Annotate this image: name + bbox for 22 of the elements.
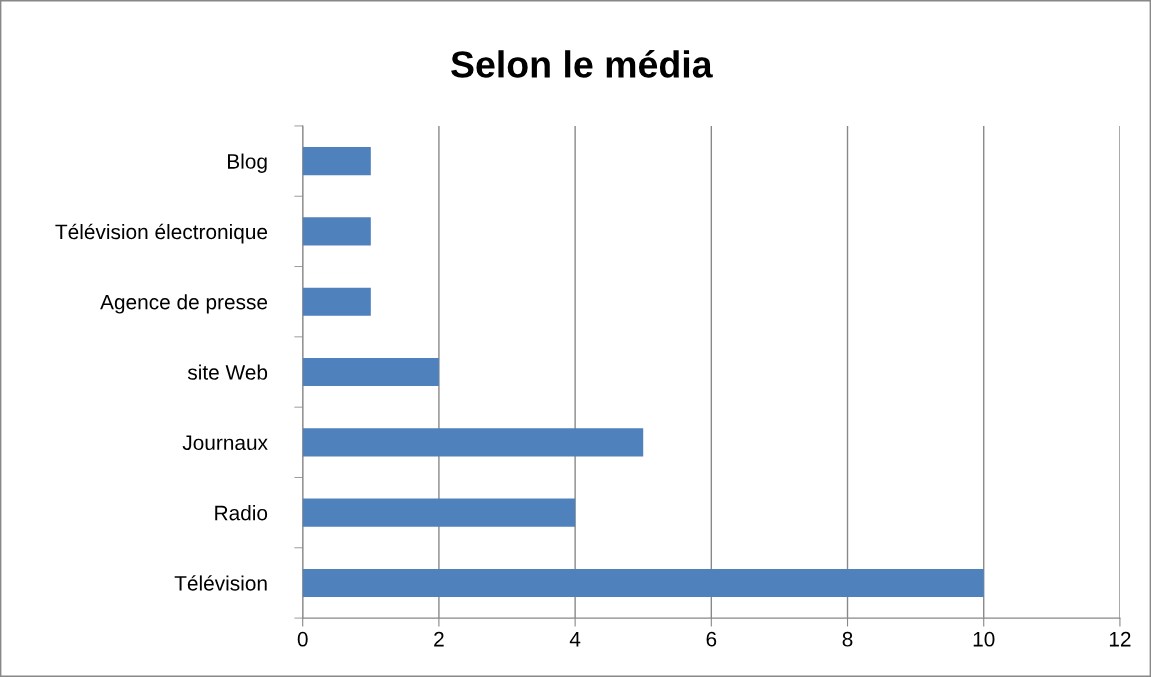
chart-title: Selon le média (451, 49, 713, 78)
bar (302, 568, 984, 598)
y-tick-label: Télévision électronique (55, 223, 268, 244)
y-tick-label: Journaux (182, 435, 268, 451)
x-tick-label: 12 (1109, 631, 1131, 647)
bar (302, 428, 644, 457)
y-tick-label: Télévision (174, 575, 267, 591)
y-tick-label: site Web (187, 364, 268, 380)
x-tick-label: 6 (706, 631, 717, 647)
x-tick-label: 8 (842, 631, 853, 647)
y-tick-label: Radio (215, 505, 268, 521)
bar (302, 217, 371, 246)
y-tick-label: Agence de presse (100, 294, 268, 314)
x-tick-label: 0 (297, 631, 308, 647)
x-tick-label: 4 (569, 632, 581, 647)
bar (302, 287, 371, 316)
y-tick-label: Blog (228, 153, 267, 173)
bar (302, 357, 439, 387)
x-tick-label: 2 (434, 631, 444, 647)
bar (302, 498, 576, 527)
bar (302, 147, 371, 176)
x-tick-label: 10 (973, 631, 995, 647)
